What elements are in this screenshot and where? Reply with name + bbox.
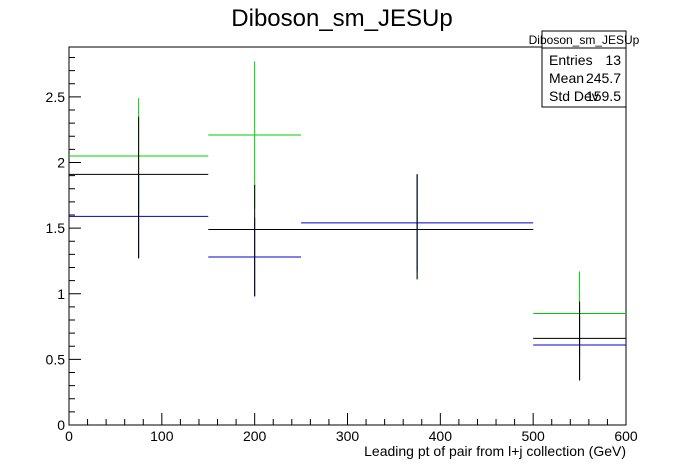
stats-mean-value: 245.7 xyxy=(586,70,621,86)
stats-entries-value: 13 xyxy=(605,52,621,68)
x-tick-label: 500 xyxy=(521,428,545,444)
stats-box-frame xyxy=(541,30,627,108)
x-tick-label: 600 xyxy=(614,428,638,444)
x-tick-label: 400 xyxy=(429,428,453,444)
y-tick-label: 0.5 xyxy=(46,351,66,367)
x-tick-label: 300 xyxy=(336,428,360,444)
stats-entries-label: Entries xyxy=(549,52,593,68)
stats-box-title: Diboson_sm_JESUp xyxy=(529,33,640,47)
stats-mean-label: Mean xyxy=(549,70,584,86)
chart-title: Diboson_sm_JESUp xyxy=(231,5,452,32)
y-tick-label: 2.5 xyxy=(46,89,66,105)
x-tick-label: 100 xyxy=(150,428,174,444)
series-layer xyxy=(69,61,626,381)
y-tick-label: 2 xyxy=(57,155,65,171)
x-tick-label: 0 xyxy=(65,428,73,444)
y-axis: 0 0.5 1 1.5 2 2.5 xyxy=(46,57,81,433)
x-axis-label: Leading pt of pair from l+j collection (… xyxy=(364,443,626,459)
stats-stddev-value: 159.5 xyxy=(586,88,621,104)
y-tick-label: 0 xyxy=(57,417,65,433)
y-tick-label: 1 xyxy=(57,286,65,302)
x-tick-label: 200 xyxy=(243,428,267,444)
y-tick-label: 1.5 xyxy=(46,220,66,236)
series-2 xyxy=(69,116,626,381)
x-axis: 0 100 200 300 400 500 600 xyxy=(65,413,638,444)
stats-box: Diboson_sm_JESUp Entries 13 Mean 245.7 S… xyxy=(529,30,640,108)
stats-stddev-label: Std Dev xyxy=(549,88,599,104)
